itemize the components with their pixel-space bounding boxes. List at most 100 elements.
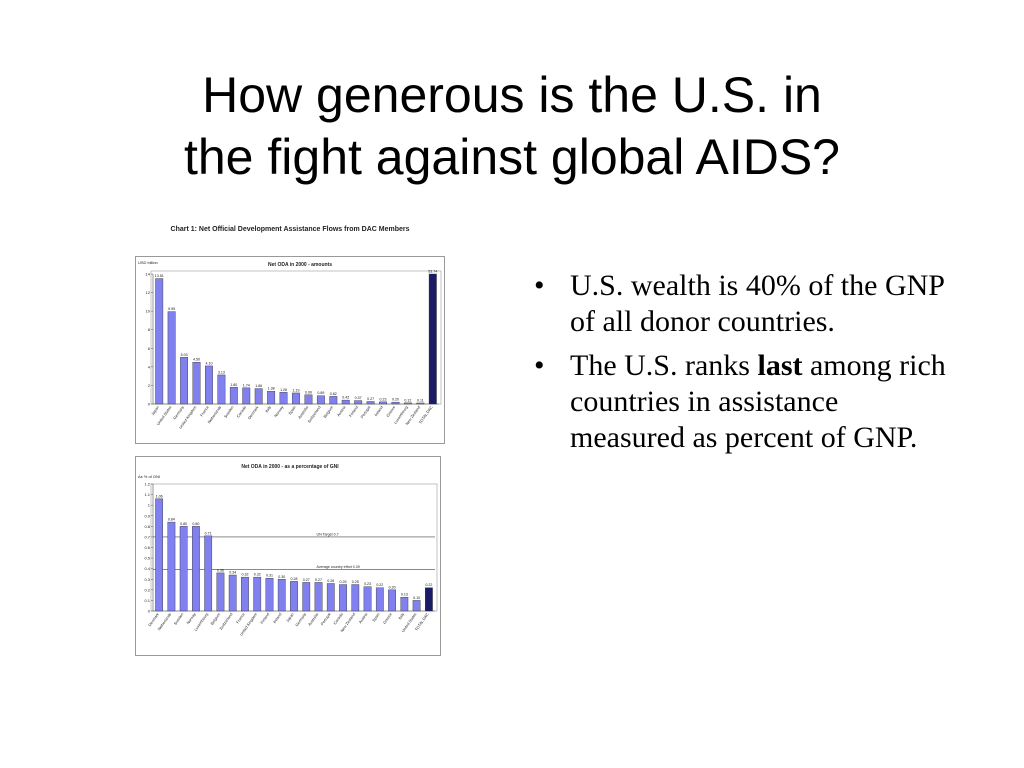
y-tick-label: 1.1	[144, 492, 150, 497]
bar-value-label: 0.23	[364, 582, 371, 586]
bar	[424, 587, 433, 612]
bar-value-label: 0.37	[355, 396, 362, 400]
category-label: Canada	[333, 612, 344, 626]
bar-value-label: 0.71	[205, 531, 212, 535]
category-label: Portugal	[320, 612, 331, 626]
bar-value-label: 0.42	[342, 396, 349, 400]
y-tick-label: 0	[148, 609, 151, 614]
category-label: Ireland	[273, 612, 283, 624]
category-label: Italy	[398, 612, 405, 620]
bar	[292, 392, 300, 405]
bar	[216, 572, 225, 612]
bar	[416, 402, 425, 405]
bar-value-label: 1.66	[255, 384, 262, 388]
category-label: Greece	[382, 612, 392, 624]
bar	[267, 390, 276, 405]
bar	[265, 577, 274, 612]
title-line-1: How generous is the U.S. in	[202, 67, 822, 123]
y-tick-label: 2	[148, 383, 151, 388]
category-label: Spain	[288, 405, 297, 415]
bar-value-label: 0.11	[417, 398, 424, 402]
bar-value-label: 0.23	[380, 397, 387, 401]
y-tick-label: 0.6	[144, 545, 150, 550]
chart-oda-percent-gni: Net ODA in 2000 - as a percentage of GNI…	[135, 456, 441, 656]
bar	[351, 584, 360, 612]
bar	[400, 597, 409, 612]
category-label: Sweden	[223, 405, 234, 419]
bar-value-label: 0.20	[392, 398, 399, 402]
bar-value-label: 0.34	[229, 571, 236, 575]
bar	[329, 396, 338, 405]
bar-value-label: 53.74	[428, 270, 437, 274]
category-label: Japan	[151, 405, 160, 416]
bar-value-label: 0.26	[327, 579, 334, 583]
bar-value-label: 0.12	[404, 398, 411, 402]
chart-oda-amounts-title: Net ODA in 2000 - amounts	[268, 262, 332, 268]
category-label: Greece	[386, 405, 396, 417]
bar-value-label: 1.74	[243, 383, 250, 387]
bar	[228, 574, 237, 612]
bar	[339, 584, 347, 612]
bar-value-label: 9.95	[168, 307, 175, 311]
y-tick-label: 4	[148, 364, 151, 369]
y-tick-label: 0.7	[144, 534, 150, 539]
bar-value-label: 3.13	[218, 370, 225, 374]
bar-value-label: 0.27	[315, 578, 322, 582]
category-label: Sweden	[173, 612, 184, 626]
bar-value-label: 0.31	[266, 574, 273, 578]
bar	[254, 388, 263, 405]
bullet-text: U.S. wealth is 40% of the GNP of all don…	[570, 269, 944, 338]
bar	[290, 581, 298, 612]
bar	[253, 576, 262, 612]
category-label: Japan	[286, 612, 295, 623]
category-label: Canada	[236, 405, 247, 419]
bar	[314, 582, 323, 612]
category-label: Norway	[186, 612, 197, 625]
bullet-dot: •	[534, 269, 545, 302]
bar	[428, 273, 437, 405]
y-tick-label: 0.3	[144, 577, 150, 582]
y-tick-label: 1	[148, 503, 151, 508]
bar	[304, 394, 313, 405]
bar-value-label: 0.36	[217, 568, 224, 572]
bar	[241, 576, 249, 612]
category-label: Belgium	[210, 612, 221, 626]
category-label: Portugal	[360, 405, 371, 419]
bar-value-label: 0.80	[180, 522, 187, 526]
y-tick-label: 0	[148, 402, 151, 407]
bar	[316, 395, 325, 405]
category-label: Finland	[349, 405, 359, 417]
bar	[379, 401, 387, 405]
bullet-emphasis: last	[757, 349, 803, 382]
chart-oda-amounts: Net ODA in 2000 - amounts USD billion 0 2…	[135, 256, 445, 444]
bar	[391, 401, 400, 405]
bar	[204, 535, 213, 612]
bar	[277, 579, 286, 612]
category-label: France	[236, 612, 246, 624]
bar	[229, 387, 238, 405]
bar	[192, 526, 200, 612]
bar-value-label: 0.32	[254, 573, 261, 577]
y-tick-label: 0.2	[144, 587, 150, 592]
bar	[155, 498, 164, 612]
bar	[403, 402, 412, 405]
bar-value-label: 0.25	[340, 580, 347, 584]
bar	[179, 526, 188, 612]
y-tick-label: 0.5	[144, 556, 150, 561]
bar-value-label: 4.10	[205, 361, 212, 365]
bullet-item: • U.S. wealth is 40% of the GNP of all d…	[530, 268, 950, 340]
bar-value-label: 0.22	[376, 583, 383, 587]
bullet-list: • U.S. wealth is 40% of the GNP of all d…	[530, 268, 950, 464]
bullet-dot: •	[534, 349, 545, 382]
bar	[388, 589, 396, 612]
chart-oda-percent-ylabel: As % of GNI	[138, 474, 160, 479]
bar	[354, 400, 363, 405]
category-label: Austria	[336, 405, 347, 418]
category-label: Finland	[260, 612, 270, 624]
bar	[192, 362, 201, 405]
bar-value-label: 0.25	[352, 580, 359, 584]
category-label: Spain	[372, 612, 381, 622]
bar-value-label: 0.20	[389, 585, 396, 589]
bar-value-label: 0.32	[241, 573, 248, 577]
bar-value-label: 0.27	[303, 578, 310, 582]
